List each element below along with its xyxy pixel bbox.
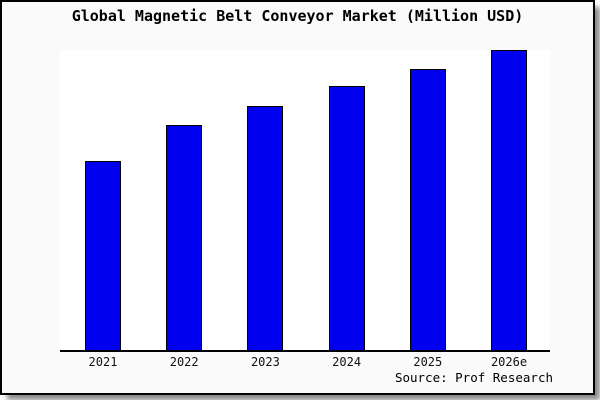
x-tick-label-2021: 2021 (88, 355, 118, 369)
bar-2023 (247, 106, 283, 350)
source-credit: Source: Prof Research (394, 370, 553, 385)
bar-2025 (410, 69, 446, 350)
x-tick-label-2025: 2025 (413, 355, 443, 369)
bar-2024 (329, 86, 365, 350)
x-tick-label-2024: 2024 (332, 355, 362, 369)
x-tick-label-2022: 2022 (169, 355, 199, 369)
bar-2022 (166, 125, 202, 350)
x-axis: 2021 2022 2023 2024 2025 2026e (60, 355, 550, 371)
chart-card: Global Magnetic Belt Conveyor Market (Mi… (0, 0, 595, 395)
x-tick-label-2026e: 2026e (490, 355, 528, 369)
bar-2021 (85, 161, 121, 350)
plot-area (60, 50, 550, 352)
chart-title: Global Magnetic Belt Conveyor Market (Mi… (71, 7, 524, 25)
x-tick-label-2023: 2023 (250, 355, 280, 369)
bar-2026e (491, 50, 527, 350)
